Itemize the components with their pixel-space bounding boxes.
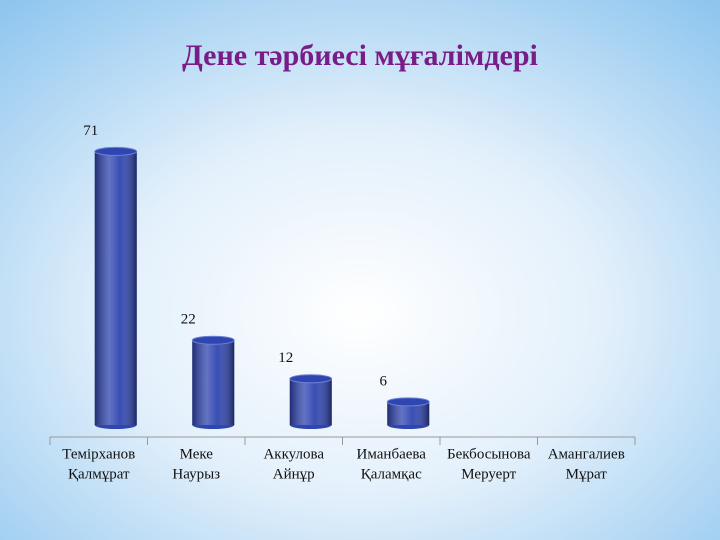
bar-shade <box>387 401 430 425</box>
bar-top <box>94 146 138 156</box>
bar-shade <box>94 151 137 425</box>
value-label: 6 <box>380 373 388 389</box>
x-tick-label: Қалмұрат <box>68 466 130 482</box>
value-label: 12 <box>278 350 293 366</box>
x-tick-label: Меруерт <box>461 466 516 482</box>
x-tick-label: Амангалиев <box>548 446 625 462</box>
x-tick-label: Темірханов <box>62 446 135 462</box>
x-tick-label: Меке <box>180 446 214 462</box>
bar-top <box>386 397 430 407</box>
x-tick-label: Бекбосынова <box>447 446 531 462</box>
bar-shade <box>192 340 235 425</box>
chart-title: Дене тәрбиесі мұғалімдері <box>182 39 538 72</box>
x-tick-label: Иманбаева <box>357 446 427 462</box>
x-tick-label: Мұрат <box>566 466 608 482</box>
x-tick-label: Наурыз <box>172 466 220 482</box>
x-tick-label: Қаламқас <box>361 466 422 482</box>
value-label: 22 <box>181 312 196 328</box>
value-label: 71 <box>83 123 98 139</box>
bar-top <box>289 374 333 384</box>
x-tick-label: Аккулова <box>263 446 324 462</box>
bar-top <box>191 335 235 345</box>
bar-shade <box>289 378 332 425</box>
x-tick-label: Айнұр <box>273 466 315 482</box>
